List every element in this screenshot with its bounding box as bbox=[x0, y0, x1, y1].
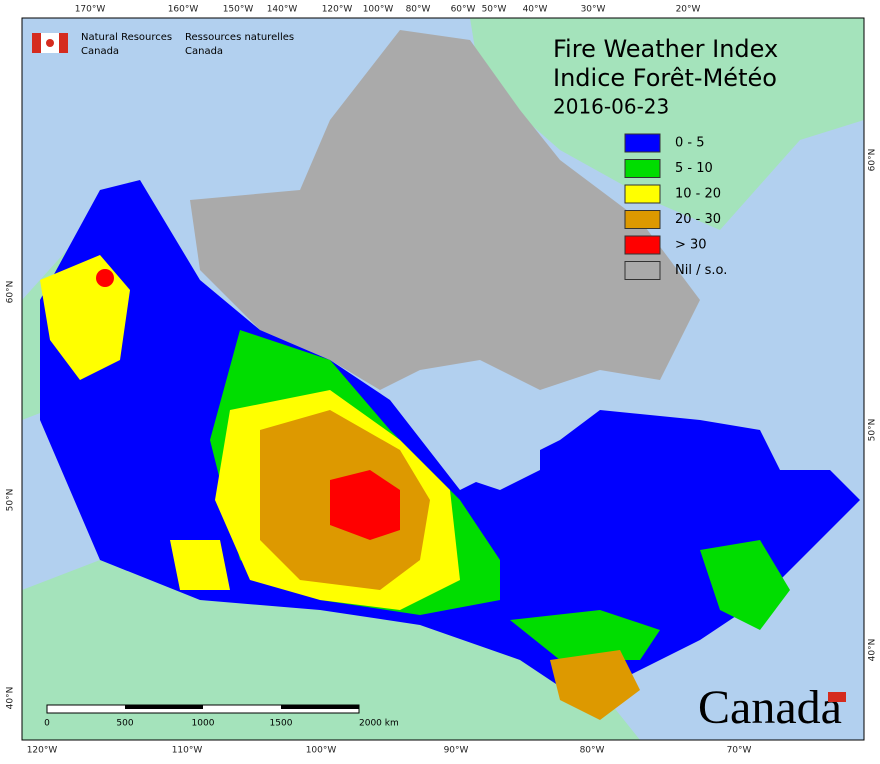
wordmark: Canada bbox=[698, 681, 842, 734]
graticule-label: 160°W bbox=[168, 5, 199, 15]
agency-en: Canada bbox=[81, 46, 119, 57]
scale-bar-seg bbox=[281, 705, 359, 709]
arctic-nil bbox=[190, 30, 700, 390]
hudson-bay bbox=[420, 380, 540, 490]
graticule-label: 40°N bbox=[868, 639, 878, 662]
agency-en: Natural Resources bbox=[81, 32, 172, 43]
fwi-moderate bbox=[510, 610, 660, 660]
scale-label: 1500 bbox=[270, 719, 293, 729]
graticule-label: 150°W bbox=[223, 5, 254, 15]
fwi-extreme bbox=[330, 470, 400, 540]
fwi-very-high bbox=[550, 650, 640, 720]
graticule-label: 50°N bbox=[868, 419, 878, 442]
scale-label: 500 bbox=[116, 719, 133, 729]
fwi-moderate bbox=[700, 540, 790, 630]
legend-label: > 30 bbox=[675, 238, 707, 253]
graticule-label: 80°W bbox=[406, 5, 431, 15]
graticule-label: 90°W bbox=[444, 746, 469, 756]
date: 2016-06-23 bbox=[553, 95, 669, 119]
legend-label: Nil / s.o. bbox=[675, 263, 727, 278]
fwi-low bbox=[40, 180, 860, 700]
legend-label: 5 - 10 bbox=[675, 161, 713, 176]
legend-swatch bbox=[624, 210, 661, 229]
fwi-extreme bbox=[96, 269, 114, 287]
title: Indice Forêt-Météo bbox=[553, 64, 777, 92]
title: Fire Weather Index bbox=[553, 35, 778, 63]
agency-fr: Canada bbox=[185, 46, 223, 57]
graticule-label: 100°W bbox=[363, 5, 394, 15]
graticule-label: 80°W bbox=[580, 746, 605, 756]
graticule-label: 30°W bbox=[581, 5, 606, 15]
legend-label: 0 - 5 bbox=[675, 136, 705, 151]
legend-label: 10 - 20 bbox=[675, 187, 721, 202]
flag-bar bbox=[32, 33, 41, 53]
fwi-high bbox=[170, 540, 230, 590]
legend-swatch bbox=[624, 235, 661, 255]
graticule-label: 140°W bbox=[267, 5, 298, 15]
graticule-label: 40°W bbox=[523, 5, 548, 15]
frame bbox=[21, 17, 865, 741]
graticule-label: 120°W bbox=[322, 5, 353, 15]
legend: 0 - 5 5 - 10 10 - 20 20 - 30 > 30 Nil / s.o. bbox=[624, 133, 727, 280]
scale-label: 1000 bbox=[192, 719, 215, 729]
flag-bar bbox=[59, 33, 68, 53]
graticule-label: 70°W bbox=[727, 746, 752, 756]
legend-swatch bbox=[624, 133, 661, 153]
wordmark-flag bbox=[828, 692, 846, 702]
graticule-label: 60°N bbox=[868, 149, 878, 172]
scale-label: 2000 km bbox=[359, 719, 399, 729]
graticule-label: 60°N bbox=[6, 281, 16, 304]
legend-swatch bbox=[624, 184, 661, 204]
graticule-label: 50°W bbox=[482, 5, 507, 15]
scale-bar-seg bbox=[125, 705, 203, 709]
graticule-label: 60°W bbox=[451, 5, 476, 15]
flag-leaf bbox=[46, 39, 54, 47]
graticule-label: 50°N bbox=[6, 489, 16, 512]
legend-label: 20 - 30 bbox=[675, 212, 721, 227]
graticule-label: 40°N bbox=[6, 687, 16, 710]
legend-swatch bbox=[624, 261, 661, 280]
graticule-label: 120°W bbox=[27, 746, 58, 756]
graticule-label: 20°W bbox=[676, 5, 701, 15]
graticule-label: 100°W bbox=[306, 746, 337, 756]
graticule-label: 170°W bbox=[75, 5, 106, 15]
legend-swatch bbox=[624, 159, 661, 178]
agency-fr: Ressources naturelles bbox=[185, 32, 294, 43]
scale-label: 0 bbox=[44, 719, 50, 729]
graticule-label: 110°W bbox=[172, 746, 203, 756]
usa bbox=[22, 560, 640, 740]
greenland bbox=[470, 18, 864, 230]
